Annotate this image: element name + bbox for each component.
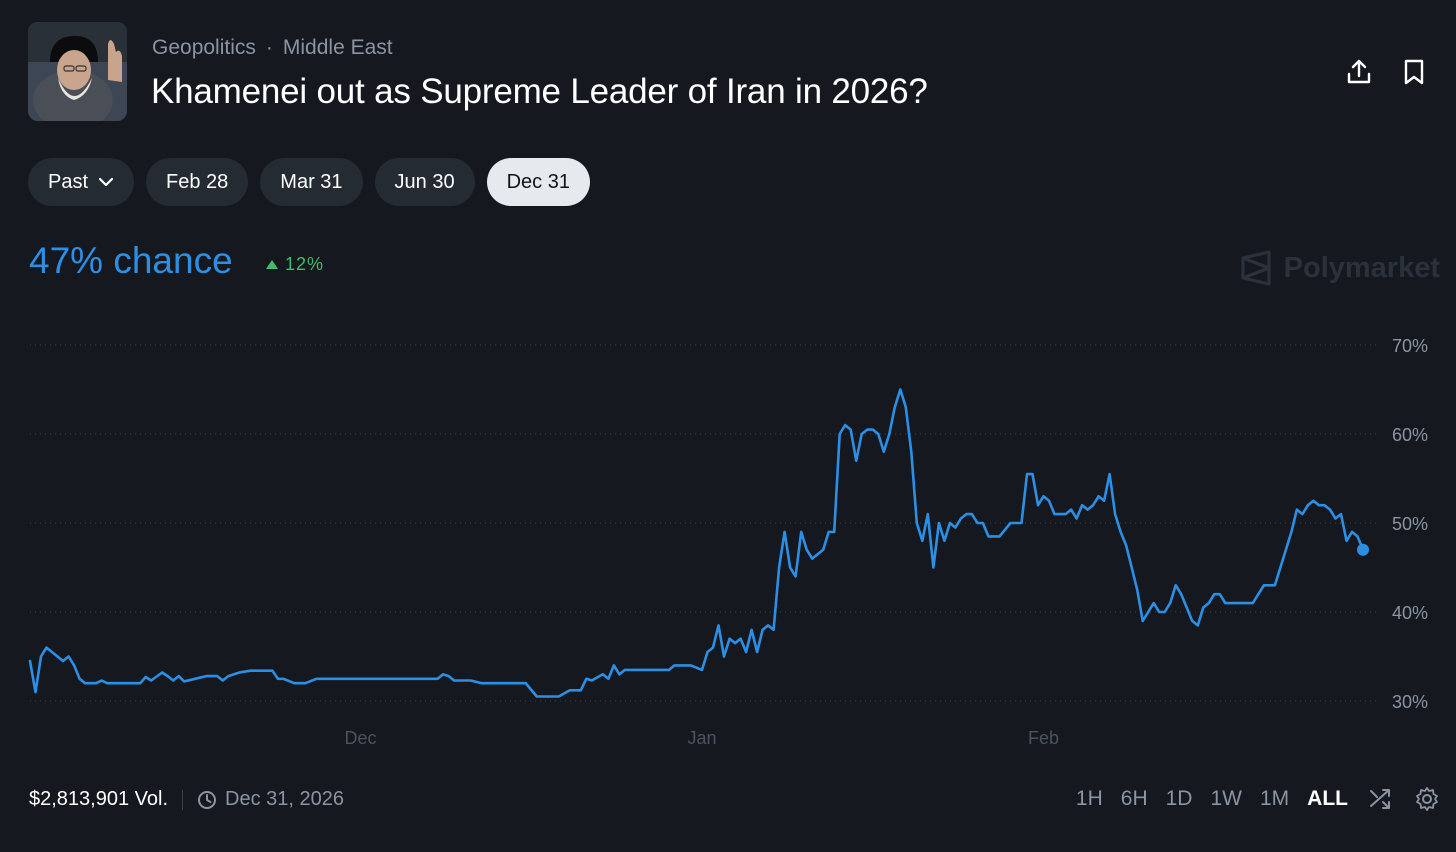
chevron-down-icon [98, 177, 114, 187]
date-pill-label: Mar 31 [280, 170, 343, 193]
portrait-image [28, 22, 127, 121]
chance-delta-value: 12% [285, 254, 325, 274]
date-pill-past[interactable]: Past [28, 158, 135, 206]
range-all[interactable]: ALL [1307, 787, 1348, 810]
triangle-up-icon [266, 260, 278, 269]
date-pill-label: Feb 28 [166, 170, 229, 193]
breadcrumb: Geopolitics · Middle East [152, 36, 393, 60]
shuffle-button[interactable] [1368, 786, 1394, 812]
time-range-selector: 1H 6H 1D 1W 1M ALL [1058, 786, 1440, 812]
x-tick-label: Dec [344, 728, 376, 748]
y-tick-label: 40% [1392, 603, 1428, 623]
polymarket-logo: Polymarket [1240, 250, 1440, 286]
bookmark-button[interactable] [1396, 54, 1432, 90]
chart-endpoint-dot [1357, 543, 1369, 556]
range-1w[interactable]: 1W [1210, 787, 1242, 810]
date-pills: Past Feb 28 Mar 31 Jun 30 Dec 31 [28, 158, 590, 206]
polymarket-wordmark: Polymarket [1283, 251, 1440, 284]
x-tick-label: Feb [1028, 728, 1059, 748]
date-pill-label: Jun 30 [394, 170, 455, 193]
settings-button[interactable] [1414, 786, 1440, 812]
date-pill-jun-30[interactable]: Jun 30 [374, 158, 475, 206]
y-tick-label: 70% [1392, 336, 1428, 356]
y-tick-label: 60% [1392, 425, 1428, 445]
breadcrumb-subcategory[interactable]: Middle East [282, 36, 393, 59]
breadcrumb-category[interactable]: Geopolitics [152, 36, 256, 59]
chart-series-line [28, 388, 1365, 698]
range-1d[interactable]: 1D [1165, 787, 1193, 810]
bookmark-icon [1404, 59, 1424, 85]
share-icon [1347, 59, 1371, 84]
end-date: Dec 31, 2026 [197, 788, 344, 811]
date-pill-label: Dec 31 [506, 170, 570, 193]
gear-icon [1416, 787, 1438, 811]
date-pill-mar-31[interactable]: Mar 31 [260, 158, 363, 206]
end-date-text: Dec 31, 2026 [225, 788, 344, 810]
range-1h[interactable]: 1H [1075, 787, 1103, 810]
market-title: Khamenei out as Supreme Leader of Iran i… [151, 72, 928, 111]
footer-divider [182, 789, 184, 810]
y-tick-label: 30% [1392, 692, 1428, 712]
date-pill-dec-31[interactable]: Dec 31 [486, 158, 590, 206]
share-button[interactable] [1341, 54, 1377, 90]
market-footer-info: $2,813,901 Vol. Dec 31, 2026 [29, 788, 344, 811]
chance-delta: 12% [265, 254, 324, 275]
y-tick-label: 50% [1392, 514, 1428, 534]
x-tick-label: Jan [687, 728, 716, 748]
date-pill-label: Past [48, 170, 89, 193]
shuffle-icon [1370, 789, 1390, 809]
chance-value: 47% chance [29, 240, 233, 281]
range-6h[interactable]: 6H [1120, 787, 1148, 810]
range-1m[interactable]: 1M [1259, 787, 1290, 810]
polymarket-logo-icon [1241, 250, 1271, 286]
clock-icon [198, 790, 217, 809]
market-avatar [28, 22, 127, 121]
breadcrumb-separator: · [265, 36, 273, 59]
date-pill-feb-28[interactable]: Feb 28 [146, 158, 249, 206]
volume-text: $2,813,901 Vol. [29, 788, 169, 810]
